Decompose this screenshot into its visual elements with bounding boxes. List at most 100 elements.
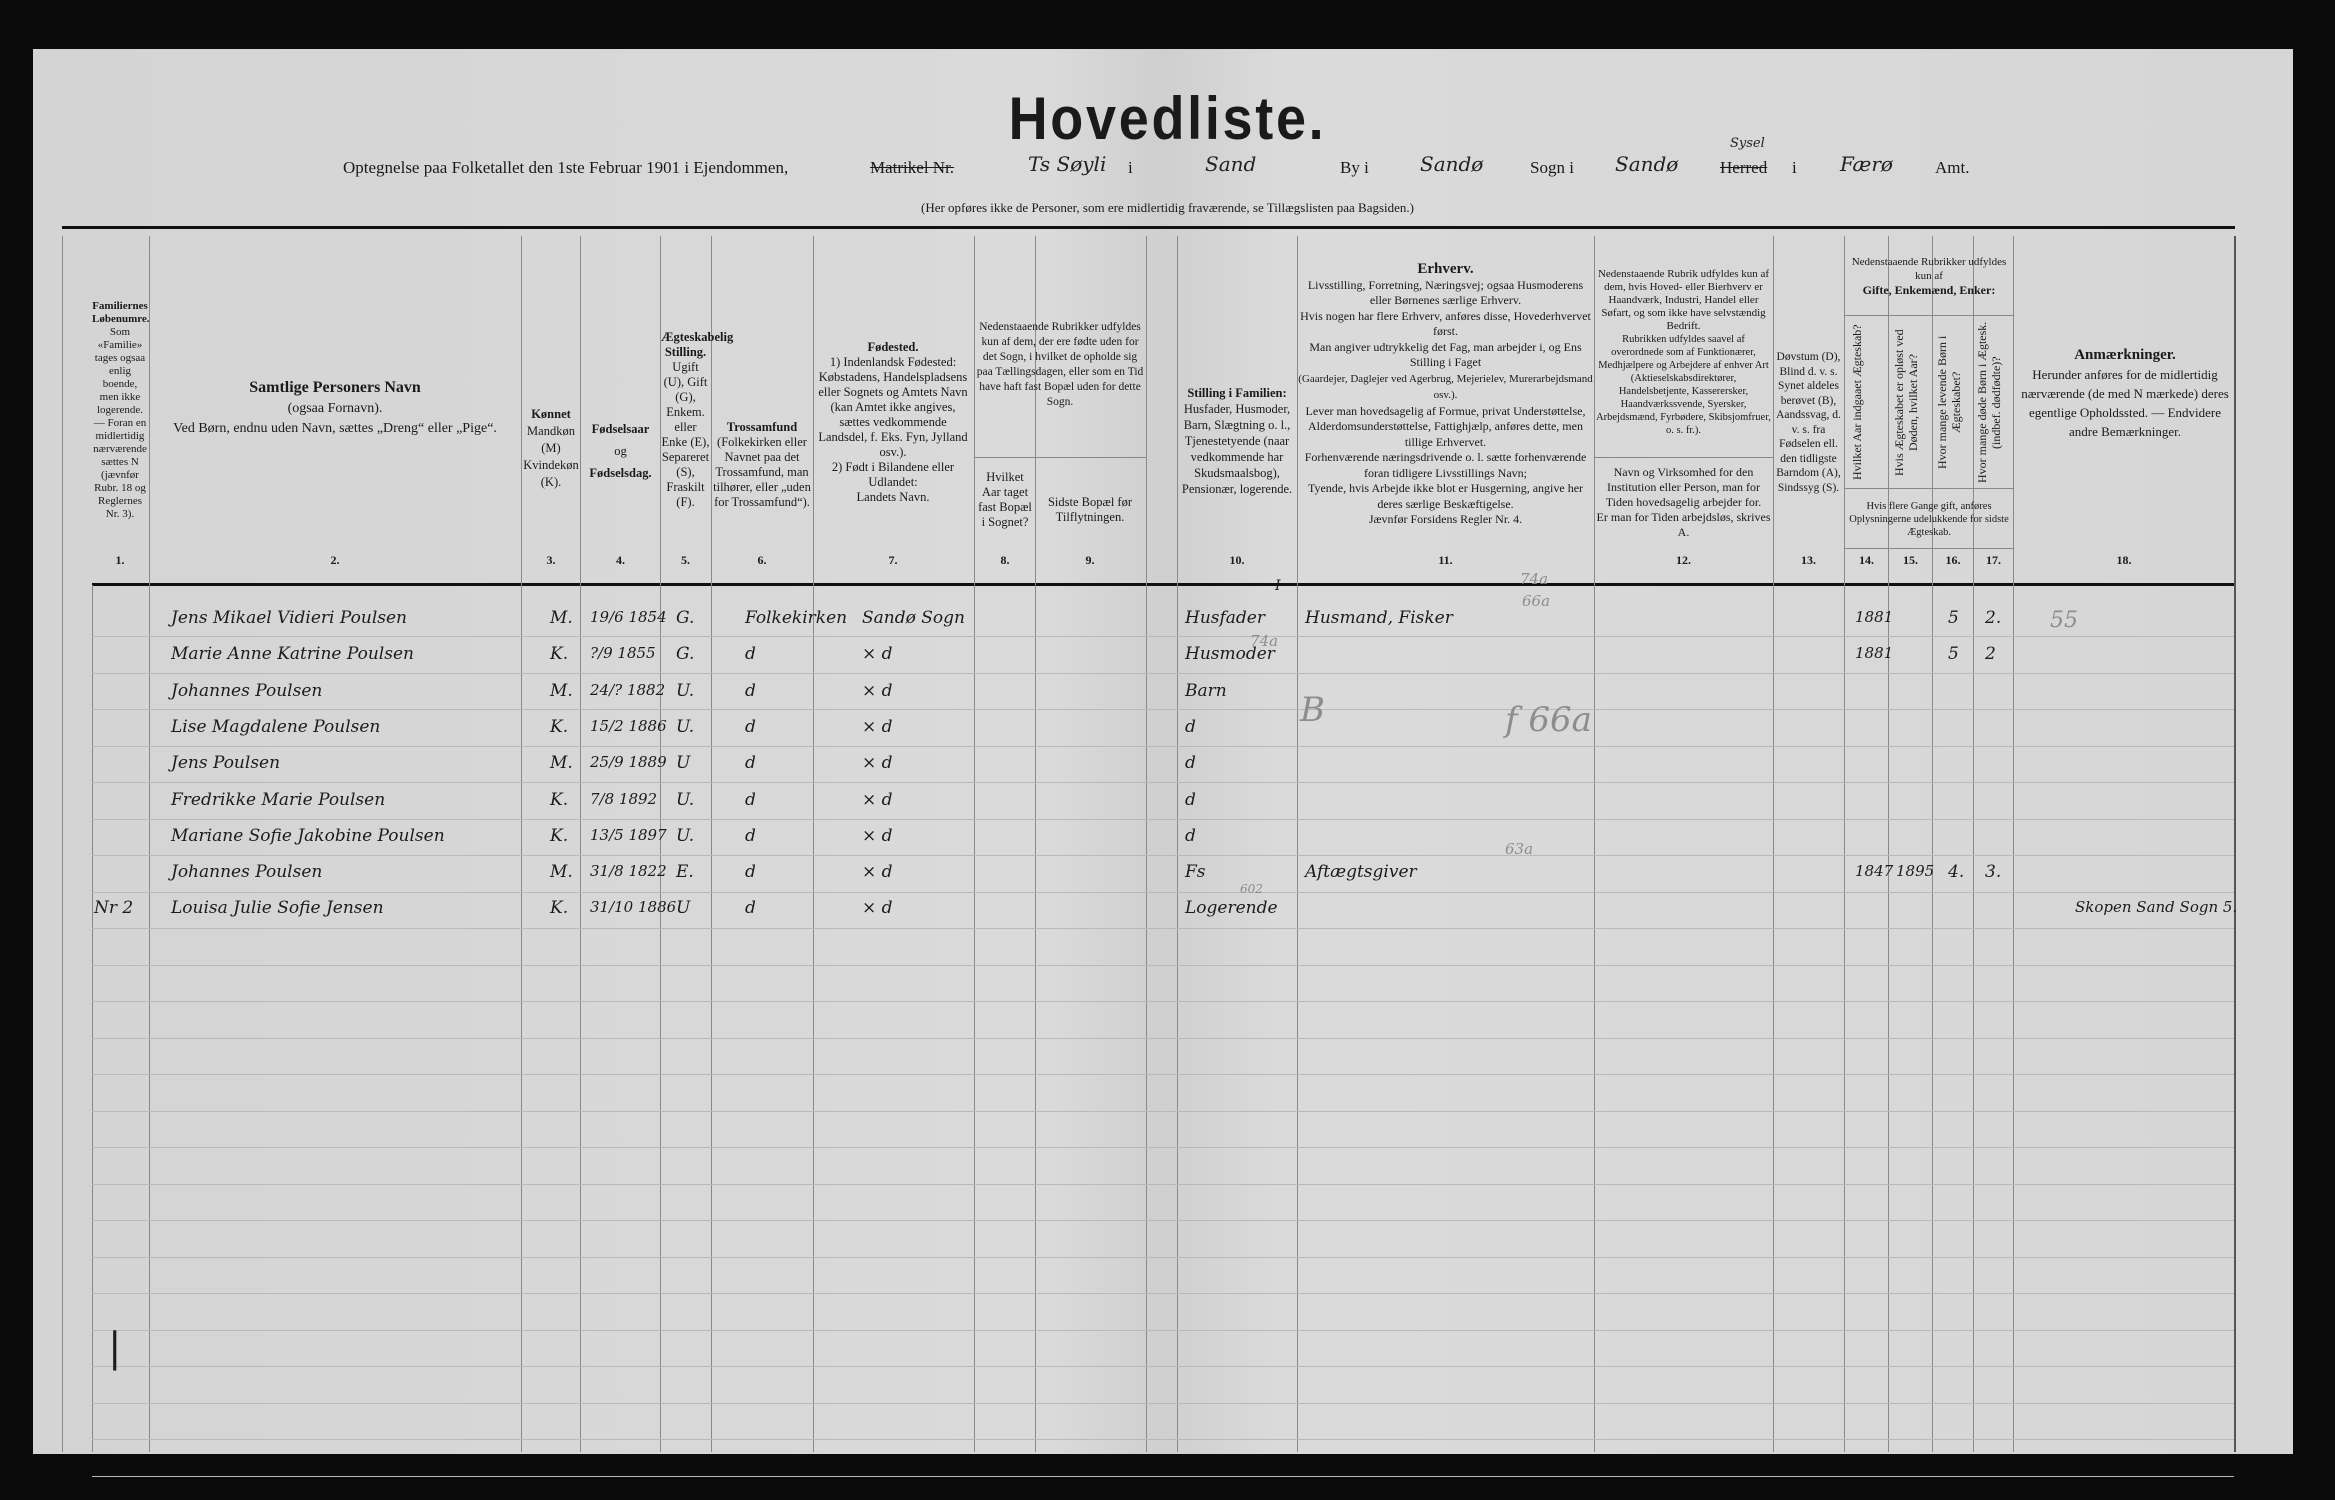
col-number: 14. xyxy=(1859,553,1874,567)
pencil-mark: 66a xyxy=(1522,592,1551,610)
table-row: Fredrikke Marie Poulsen K. 7/8 1892 U. d × d d xyxy=(0,784,2335,820)
sex: K. xyxy=(550,898,569,918)
living-children: 5 xyxy=(1948,608,1959,628)
dead-children: 3. xyxy=(1985,862,2002,882)
sogn-label: Sogn i xyxy=(1530,158,1574,177)
family-position: d xyxy=(1185,753,1196,773)
ruled-line xyxy=(92,892,2234,893)
col7-text: 1) Indenlandsk Fødested: xyxy=(829,355,957,369)
col11-header: Erhverv. Livsstilling, Forretning, Nærin… xyxy=(1298,261,1593,528)
col11-text: Forhenværende næringsdrivende o. l. sætt… xyxy=(1304,450,1587,480)
birth-date: 15/2 1886 xyxy=(590,717,667,735)
col6-header: Trossamfund (Folkekirken eller Navnet paa… xyxy=(712,420,812,510)
ruled-line xyxy=(92,1074,2234,1075)
religion: d xyxy=(745,753,756,773)
col1-header: Familiernes Løbenumre. Som «Familie» tage… xyxy=(92,300,150,521)
ruled-line xyxy=(92,819,2234,820)
column-divider xyxy=(1146,236,1147,1452)
religion: d xyxy=(745,717,756,737)
marital-status: U. xyxy=(676,790,695,810)
col-number: 16. xyxy=(1945,553,1961,567)
person-name: Johannes Poulsen xyxy=(171,681,323,701)
birth-date: 24/? 1882 xyxy=(590,681,666,699)
col10-header: Stilling i Familien: Husfader, Husmoder, … xyxy=(1178,385,1296,497)
col4-header: Fødselsaar og Fødselsdag. xyxy=(581,418,660,484)
col-number: 15. xyxy=(1903,553,1918,567)
col10-text: Husfader, Husmoder, Barn, Slægtning o. l… xyxy=(1181,402,1293,496)
col3-title: Kønnet xyxy=(531,407,571,421)
sogn-value: Sandø xyxy=(1615,152,1679,176)
col4-title: Fødselsaar xyxy=(591,422,650,436)
ruled-line xyxy=(92,1439,2234,1440)
occupation: Husmand, Fisker xyxy=(1305,608,1453,628)
ruled-line xyxy=(92,1220,2234,1221)
ruled-line xyxy=(92,1184,2234,1185)
col11-text: Hvis nogen har flere Erhverv, anføres di… xyxy=(1300,308,1591,339)
religion: d xyxy=(745,862,756,882)
ruled-line xyxy=(92,1293,2234,1294)
sex: M. xyxy=(550,681,573,701)
col4-title: Fødselsdag. xyxy=(589,466,652,480)
col18-header: Anmærkninger. Herunder anføres for de mid… xyxy=(2020,345,2230,441)
col5-title: Ægteskabelig Stilling. xyxy=(661,330,734,359)
matrikel-label: Matrikel Nr. xyxy=(870,158,955,177)
marriage-year: 1881 xyxy=(1855,644,1894,662)
family-position: Fs xyxy=(1185,862,1206,882)
column-divider xyxy=(1594,236,1595,1452)
header-divider xyxy=(1844,315,2013,316)
header-divider xyxy=(1594,457,1773,458)
col7-text: Landets Navn. xyxy=(856,490,930,504)
column-divider xyxy=(974,236,975,1452)
col7-title: Fødested. xyxy=(867,340,919,354)
religion: d xyxy=(745,644,756,664)
col14-17-header: Nedenstaaende Rubrikker udfyldes kun af G… xyxy=(1845,255,2013,298)
dissolved-year: 1895 xyxy=(1896,862,1935,880)
religion: d xyxy=(745,898,756,918)
birthplace: × d xyxy=(862,790,893,810)
column-divider xyxy=(1932,236,1933,1452)
sex: M. xyxy=(550,608,573,628)
ruled-line xyxy=(92,782,2234,783)
table-row: Mariane Sofie Jakobine Poulsen K. 13/5 189… xyxy=(0,820,2335,856)
col12-header: Nedenstaaende Rubrik udfyldes kun af dem… xyxy=(1596,268,1771,437)
col4-text: og xyxy=(614,444,627,458)
ruled-line xyxy=(92,636,2234,637)
by-label: By i xyxy=(1340,158,1369,177)
col-number: 11. xyxy=(1438,553,1453,567)
sex: K. xyxy=(550,826,569,846)
ruled-line xyxy=(92,855,2234,856)
by-value: Sandø xyxy=(1420,152,1484,176)
marital-status: U. xyxy=(676,681,695,701)
col12-text: Rubrikken udfyldes saavel af overordnede… xyxy=(1596,334,1771,436)
col10-title: Stilling i Familien: xyxy=(1187,386,1287,400)
amt-label: Amt. xyxy=(1935,158,1970,177)
col12-text: Er man for Tiden arbejdsløs, skrives A. xyxy=(1596,510,1771,539)
ruled-line xyxy=(92,709,2234,710)
table-row: Lise Magdalene Poulsen K. 15/2 1886 U. d × d d xyxy=(0,711,2335,747)
col12-subheader: Navn og Virksomhed for den Institution e… xyxy=(1596,465,1771,540)
table-row: Jens Mikael Vidieri Poulsen M. 19/6 1854 G.… xyxy=(0,602,2335,638)
family-position: d xyxy=(1185,717,1196,737)
family-position: Logerende xyxy=(1185,898,1278,918)
marital-status: U xyxy=(676,753,691,773)
col1-title: Familiernes Løbenumre. xyxy=(92,300,150,325)
pencil-mark: B xyxy=(1300,690,1325,730)
living-children: 5 xyxy=(1948,644,1959,664)
family-position: Husfader xyxy=(1185,608,1265,628)
marital-status: U. xyxy=(676,826,695,846)
birthplace: × d xyxy=(862,681,893,701)
ruled-line xyxy=(92,1403,2234,1404)
birthplace: Sandø Sogn xyxy=(862,608,965,628)
place-name: Sand xyxy=(1205,152,1257,176)
col11-text: (Gaardejer, Daglejer ved Agerbrug, Mejer… xyxy=(1298,372,1593,402)
religion: d xyxy=(745,790,756,810)
dead-children: 2 xyxy=(1985,644,1996,664)
column-divider xyxy=(92,585,93,1452)
col1-text: Som «Familie» tages ogsaa enlig boende, … xyxy=(93,326,147,520)
col-number: 9. xyxy=(1085,553,1095,567)
table-row: Nr 2 Louisa Julie Sofie Jensen K. 31/10 188… xyxy=(0,892,2335,928)
birth-date: 7/8 1892 xyxy=(590,790,658,808)
pencil-mark: 63a xyxy=(1505,840,1534,858)
ruled-line xyxy=(92,965,2234,966)
ruled-line xyxy=(92,746,2234,747)
